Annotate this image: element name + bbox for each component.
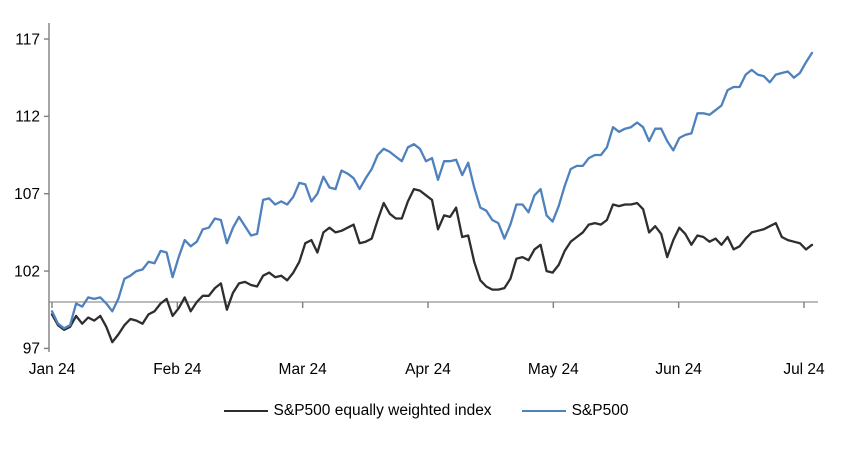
x-tick-label: Jun 24 — [655, 361, 702, 378]
x-tick-label: Mar 24 — [279, 361, 328, 378]
sp500-line-swatch — [521, 410, 566, 412]
legend-label-sp500: S&P500 — [571, 402, 629, 419]
legend-item-equal-weight: S&P500 equally weighted index — [223, 402, 492, 420]
equal-weight-line-swatch — [223, 410, 268, 412]
y-tick-label: 107 — [14, 186, 40, 203]
x-tick-label: Jan 24 — [29, 361, 76, 378]
x-tick-label: Feb 24 — [153, 361, 202, 378]
chart-svg: 117 112 107 102 97 Jan 24 Feb 24 Mar 24 Apr 24 Ma… — [14, 23, 825, 378]
y-tick-label: 97 — [23, 341, 40, 358]
x-tick-label: Apr 24 — [405, 361, 451, 378]
y-tick-label: 117 — [15, 31, 40, 48]
legend-label-equal-weight: S&P500 equally weighted index — [273, 402, 492, 419]
chart-legend: S&P500 equally weighted index S&P500 — [0, 402, 852, 420]
series-line-equal-weight — [50, 187, 814, 344]
x-tick-label: May 24 — [528, 361, 579, 378]
y-tick-label: 102 — [14, 263, 40, 280]
legend-item-sp500: S&P500 — [521, 402, 629, 420]
x-tick-label: Jul 24 — [783, 361, 825, 378]
series-line-sp500 — [50, 51, 814, 330]
y-tick-label: 112 — [15, 109, 40, 126]
